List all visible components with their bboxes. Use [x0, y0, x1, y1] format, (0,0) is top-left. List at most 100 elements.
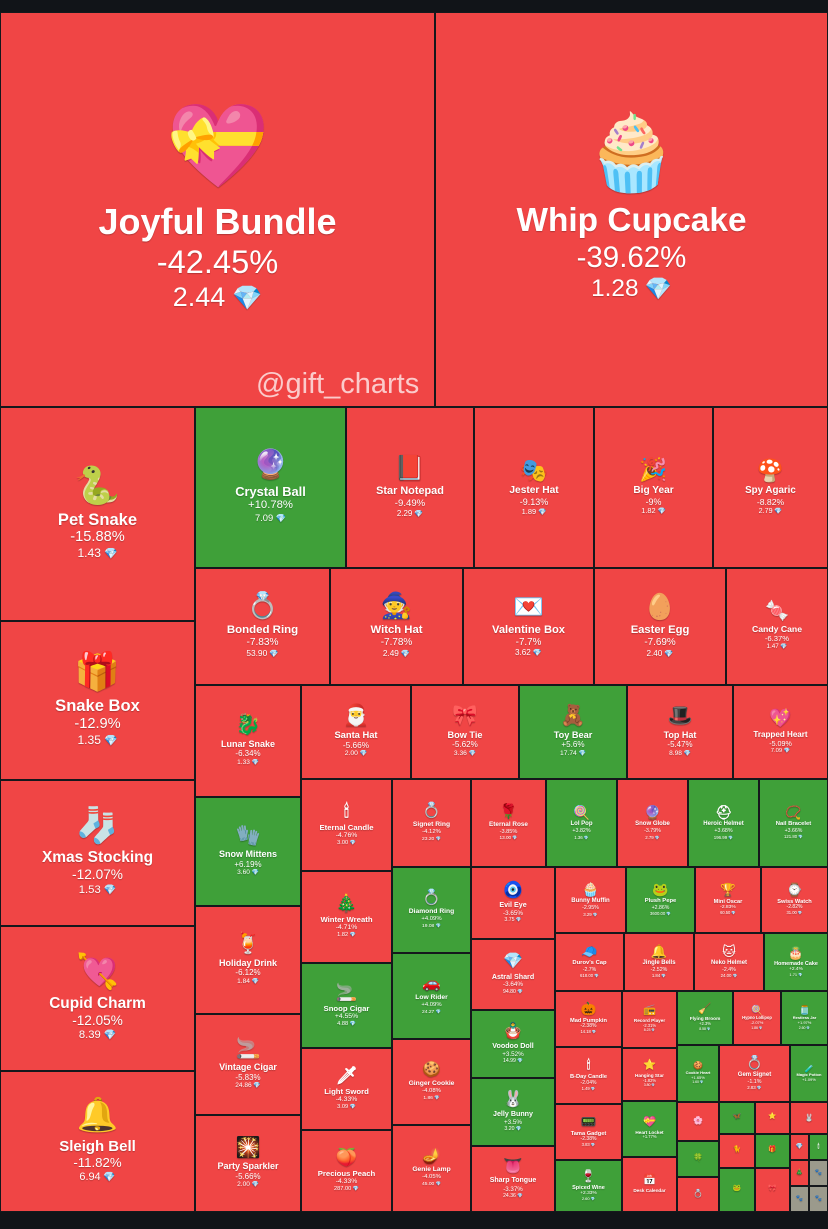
tile-snake-box: 🎁 Snake Box -12.9% 1.35 💎 [0, 621, 195, 780]
gift-name: Lunar Snake [220, 738, 276, 749]
price-value: 7.09 [770, 747, 783, 754]
price-label: 1.36 💎 [574, 835, 589, 841]
diamond-icon: 💎 [530, 648, 542, 658]
change-percent: -39.62% [576, 240, 687, 274]
change-percent: -5.66% [342, 740, 370, 750]
diamond-icon: 💎 [251, 1083, 261, 1090]
diamond-icon: 💎 [797, 835, 803, 840]
price-value: 24.36 [503, 1192, 516, 1199]
tile-top-hat: 🎩 Top Hat -5.47% 8.98 💎 [627, 685, 733, 779]
tile-cupid-charm: 💘 Cupid Charm -12.05% 8.39 💎 [0, 926, 195, 1071]
price-value: 618.00 [580, 973, 594, 979]
change-percent: -2.07% [750, 1019, 764, 1025]
diamond-icon: 💎 [434, 1181, 441, 1187]
change-percent: -4.71% [335, 924, 358, 932]
change-percent: -15.88% [70, 529, 125, 546]
price-label: 2.44 💎 [173, 282, 262, 314]
gift-name: Bunny Muffin [571, 898, 610, 905]
gift-name: Hanging Star [635, 1073, 664, 1078]
price-value: 3.80 [643, 1083, 651, 1088]
tile-snoop-cigar: 🚬 Snoop Cigar +4.55% 4.88 💎 [301, 963, 392, 1048]
tile-sharp-tongue: 👅 Sharp Tongue -3.37% 24.36 💎 [471, 1146, 555, 1212]
gift-icon: ⭐ [768, 1113, 777, 1121]
gift-name: Sleigh Bell [59, 1137, 136, 1155]
gift-icon: 🎩 [667, 705, 693, 728]
diamond-icon: 💎 [796, 911, 803, 916]
gift-icon: 🧁 [585, 109, 678, 194]
price-label: 2.79 💎 [759, 507, 783, 516]
gift-name: Hypno Lollipop [742, 1015, 772, 1021]
gift-icon: 💖 [769, 708, 792, 729]
gift-icon: 🧪 [804, 1063, 814, 1073]
gift-name: Party Sparkler [217, 1161, 279, 1172]
diamond-icon: 💎 [432, 1094, 440, 1100]
gift-name: Snow Globe [635, 821, 670, 828]
gift-name: Jester Hat [509, 484, 559, 496]
gift-name: Nail Bracelet [775, 821, 812, 828]
price-label: 1.82 💎 [337, 932, 356, 939]
gift-name: Santa Hat [334, 729, 378, 740]
gift-name: Top Hat [663, 729, 697, 740]
tile-xmas-stocking: 🧦 Xmas Stocking -12.07% 1.53 💎 [0, 780, 195, 926]
price-value: 2.00 [237, 1181, 250, 1189]
diamond-icon: 💎 [662, 648, 674, 658]
diamond-icon: 💎 [730, 911, 736, 916]
diamond-icon: 💎 [273, 512, 287, 523]
gift-icon: 💍 [422, 802, 441, 820]
price-label: 14.18 💎 [580, 1029, 596, 1035]
gift-icon: 🧸 [560, 703, 586, 727]
tile-small-tile-81: 🎄 [790, 1160, 809, 1186]
price-label: 1.84 💎 [237, 978, 259, 986]
change-percent: +1.77% [642, 1134, 657, 1140]
gift-icon: 🍭 [751, 1004, 763, 1015]
change-percent: +3.52% [502, 1050, 524, 1058]
tile-voodoo-doll: 🪆 Voodoo Doll +3.52% 14.99 💎 [471, 1010, 555, 1078]
price-label: 8.23 💎 [644, 1028, 656, 1033]
tile-crystal-ball: 🔮 Crystal Ball +10.78% 7.09 💎 [195, 407, 346, 568]
price-value: 2.60 [581, 1195, 590, 1201]
tile-mad-pumpkin: 🎃 Mad Pumpkin -2.38% 14.18 💎 [555, 991, 622, 1047]
price-label: 14.99 💎 [503, 1058, 523, 1064]
gift-icon: 🎭 [519, 456, 549, 483]
gift-icon: 🍬 [764, 599, 790, 622]
gift-icon: 🗡 [335, 1065, 358, 1086]
price-value: 8.58 [699, 1027, 706, 1032]
gift-icon: 🐸 [732, 1185, 742, 1193]
price-label: 94.80 💎 [503, 989, 523, 995]
change-percent: +4.55% [334, 1012, 359, 1020]
gift-icon: 🐰 [804, 1112, 814, 1122]
change-percent: -7.83% [246, 637, 279, 649]
diamond-icon: 💎 [593, 974, 599, 979]
price-value: 3.83 [581, 1142, 590, 1148]
gift-icon: 🔮 [644, 804, 661, 820]
diamond-icon: 💎 [589, 1086, 596, 1091]
tile-valentine-box: 💌 Valentine Box -7.7% 3.62 💎 [463, 568, 594, 685]
tile-pet-snake: 🐍 Pet Snake -15.88% 1.43 💎 [0, 407, 195, 621]
gift-name: Record Player [633, 1018, 666, 1023]
price-label: 3.62 💎 [515, 648, 542, 658]
price-label: 2.60 💎 [581, 1195, 595, 1202]
price-label: 2.00 💎 [237, 1181, 259, 1189]
tile-tama-gadget: 📟 Tama Gadget -2.38% 3.83 💎 [555, 1104, 622, 1160]
tile-record-player: 📻 Record Player -2.31% 8.23 💎 [622, 991, 677, 1048]
change-percent: -9% [645, 496, 662, 507]
tile-hanging-star: ⭐ Hanging Star -1.82% 3.80 💎 [622, 1048, 677, 1101]
gift-name: Trapped Heart [753, 730, 808, 739]
gift-name: Cookie Heart [685, 1070, 711, 1076]
gift-icon: 💌 [513, 592, 544, 621]
gift-icon: 🧦 [75, 807, 120, 846]
change-percent: -2.83% [720, 905, 736, 911]
price-label: 23.20 💎 [422, 836, 441, 843]
price-value: 13.00 [499, 835, 512, 841]
tile-spy-agaric: 🍄 Spy Agaric -8.82% 2.79 💎 [713, 407, 828, 568]
price-value: 8.39 [78, 1028, 101, 1041]
gift-name: Snoop Cigar [323, 1003, 370, 1013]
price-label: 53.90 💎 [246, 648, 278, 659]
tile-astral-shard: 💎 Astral Shard -3.64% 94.80 💎 [471, 939, 555, 1010]
gift-icon: 🥚 [644, 592, 676, 621]
gift-icon: 🐈 [732, 1146, 742, 1154]
diamond-icon: 💎 [576, 751, 586, 757]
gift-name: Genie Lamp [412, 1166, 451, 1174]
gift-icon: 🎄 [335, 893, 358, 914]
price-label: 45.00 💎 [422, 1181, 441, 1188]
